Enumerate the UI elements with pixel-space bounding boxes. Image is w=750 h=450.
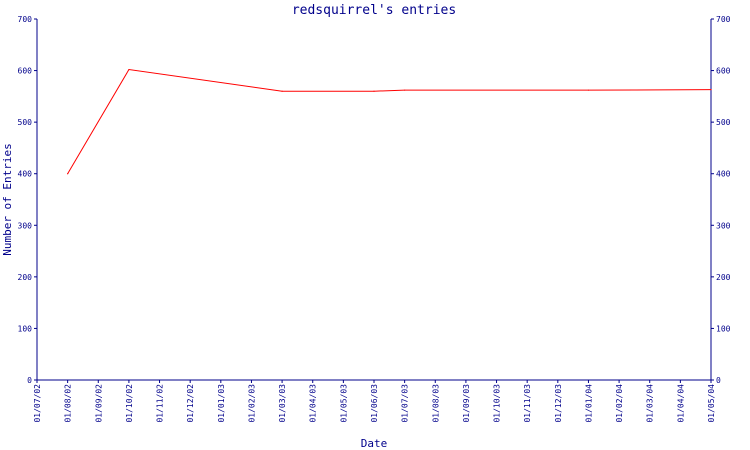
x-tick-label: 01/09/02 [94, 384, 103, 423]
x-tick-label: 01/01/04 [584, 384, 593, 423]
x-tick-label: 01/02/04 [615, 384, 624, 423]
y-tick-label-right: 100 [716, 324, 731, 333]
x-tick-label: 01/09/03 [462, 384, 471, 423]
x-tick-label: 01/04/03 [309, 384, 318, 423]
y-tick-label-left: 200 [18, 273, 33, 282]
x-axis-label: Date [361, 437, 388, 450]
x-tick-label: 01/12/03 [554, 384, 563, 423]
x-tick-label: 01/03/03 [278, 384, 287, 423]
series-point [128, 68, 130, 71]
x-tick-label: 01/06/03 [370, 384, 379, 423]
series-point [587, 89, 590, 91]
y-axis-label: Number of Entries [1, 143, 14, 256]
x-tick-label: 01/10/02 [125, 384, 134, 423]
x-tick-label: 01/07/03 [401, 384, 410, 423]
y-tick-label-right: 200 [716, 273, 731, 282]
x-tick-label: 01/02/03 [247, 384, 256, 423]
y-tick-label-left: 300 [18, 221, 33, 230]
chart-title: redsquirrel's entries [292, 3, 456, 18]
y-tick-label-right: 0 [716, 376, 721, 385]
x-tick-label: 01/10/03 [493, 384, 502, 423]
x-tick-label: 01/05/04 [707, 384, 716, 423]
x-tick-label: 01/12/02 [186, 384, 195, 423]
axes [36, 19, 712, 381]
y-tick-label-right: 500 [716, 118, 731, 127]
x-tick-label: 01/07/02 [33, 384, 42, 423]
series-point [373, 90, 375, 92]
x-tick-label: 01/08/03 [431, 384, 440, 423]
y-tick-label-left: 0 [27, 376, 32, 385]
series-point [404, 89, 406, 91]
y-tick-label-right: 400 [716, 170, 731, 179]
x-tick-label: 01/04/04 [676, 384, 685, 423]
x-tick-label: 01/11/03 [523, 384, 532, 423]
y-tick-label-left: 500 [18, 118, 33, 127]
x-axis-ticks: 01/07/02 01/08/02 01/09/02 01/10/02 01/11/02… [33, 380, 716, 423]
y-tick-label-left: 100 [18, 324, 33, 333]
y-tick-label-left: 600 [18, 67, 33, 76]
y-tick-label-right: 300 [716, 221, 731, 230]
x-tick-label: 01/08/02 [64, 384, 73, 423]
y-axis-right-ticks: 0 100 200 300 400 500 600 700 [711, 15, 731, 385]
series-point [710, 89, 712, 91]
y-tick-label-left: 400 [18, 170, 33, 179]
x-tick-label: 01/11/02 [156, 384, 165, 423]
series-point [281, 90, 283, 92]
x-tick-label: 01/03/04 [646, 384, 655, 423]
x-tick-label: 01/05/03 [339, 384, 348, 423]
y-axis-left-ticks: 0 100 200 300 400 500 600 700 [18, 15, 37, 385]
y-tick-label-left: 700 [18, 15, 33, 24]
series-line [67, 68, 712, 174]
series-point [67, 173, 69, 175]
x-tick-label: 01/01/03 [217, 384, 226, 423]
y-tick-label-right: 700 [716, 15, 731, 24]
y-tick-label-right: 600 [716, 67, 731, 76]
series-group [67, 68, 712, 175]
